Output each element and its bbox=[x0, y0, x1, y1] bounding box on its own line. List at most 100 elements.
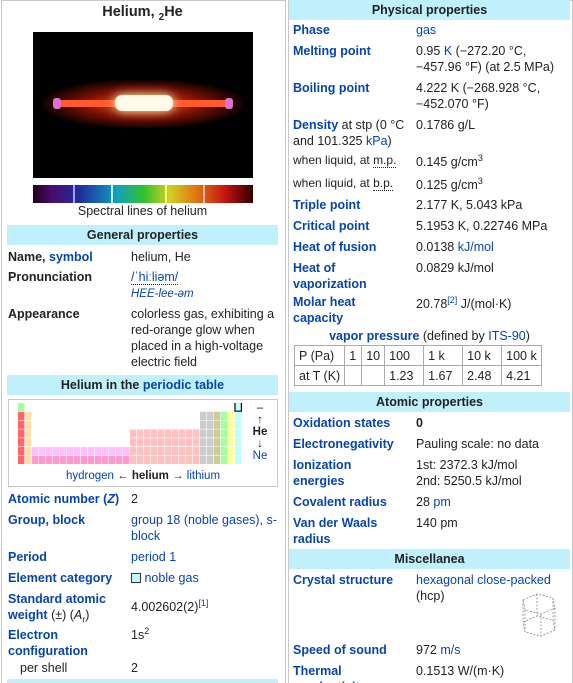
row-label[interactable]: Electronegativity bbox=[293, 437, 394, 451]
row-label[interactable]: Molar heat capacity bbox=[293, 295, 356, 325]
table-cell: at T (K) bbox=[293, 365, 346, 386]
unit-link[interactable]: K bbox=[443, 44, 453, 58]
electrode bbox=[225, 98, 233, 109]
row-label[interactable]: Phase bbox=[293, 23, 330, 37]
element-cell bbox=[228, 438, 235, 447]
respelling-link[interactable]: HEE-lee-əm bbox=[131, 288, 194, 300]
periodic-neighbors: hydrogen ← helium → lithium bbox=[8, 468, 278, 484]
reference[interactable]: [1] bbox=[198, 597, 209, 608]
element-cell bbox=[144, 447, 151, 456]
row-label: Name, symbol bbox=[8, 249, 126, 265]
label-link[interactable]: Density bbox=[293, 118, 339, 132]
element-cell bbox=[18, 455, 25, 464]
element-cell bbox=[165, 455, 172, 464]
label-text: when liquid, at bbox=[293, 176, 370, 190]
row-value: 0.95 K (−272.20 °C, −457.96 °F) (at 2.5 … bbox=[416, 43, 568, 75]
helium-image[interactable] bbox=[33, 32, 253, 178]
unit-link[interactable]: kPa bbox=[366, 134, 388, 148]
table-cell: 1 k bbox=[423, 345, 464, 366]
element-cell bbox=[18, 411, 25, 420]
row-label[interactable]: Thermal conductivity bbox=[293, 664, 367, 683]
label-text: ( bbox=[69, 608, 74, 622]
row-value: 0.1786 g/L bbox=[416, 118, 476, 132]
row-value[interactable]: group 18 (noble gases), s-block bbox=[131, 513, 277, 543]
row-value: 0.1513 W/(m·K) bbox=[416, 664, 505, 678]
row-label[interactable]: Group, block bbox=[8, 513, 86, 527]
header-link[interactable]: periodic table bbox=[142, 378, 225, 392]
row-value: 0.145 g/cm3 bbox=[416, 153, 568, 170]
table-cell: 1.23 bbox=[384, 365, 425, 386]
row-value: colorless gas, exhibiting a red-orange g… bbox=[131, 307, 275, 369]
element-cell bbox=[234, 403, 243, 412]
element-cell bbox=[130, 447, 137, 456]
next-element[interactable]: lithium bbox=[186, 470, 221, 482]
element-cell bbox=[186, 447, 193, 456]
table-cell: 1 bbox=[344, 345, 363, 366]
spectral-line bbox=[203, 185, 205, 203]
label-text: Name, bbox=[8, 250, 46, 264]
left-panel bbox=[1, 0, 286, 683]
row-label[interactable]: Oxidation states bbox=[293, 416, 391, 430]
row-value[interactable]: period 1 bbox=[131, 550, 177, 564]
title-link[interactable]: vapor pressure bbox=[329, 329, 420, 343]
value-text: 1s bbox=[131, 628, 145, 642]
title-text: (defined by bbox=[422, 329, 485, 343]
row-label[interactable]: Boiling point bbox=[293, 81, 370, 95]
table-cell: 10 k bbox=[462, 345, 503, 366]
row-value[interactable]: gas bbox=[416, 23, 437, 37]
reference[interactable]: [2] bbox=[447, 294, 458, 305]
below-element[interactable]: Ne bbox=[252, 450, 268, 462]
element-cell bbox=[235, 420, 242, 429]
element-cell bbox=[193, 455, 200, 464]
value-text: 28 bbox=[416, 495, 430, 509]
element-cell bbox=[235, 438, 242, 447]
element-cell bbox=[60, 455, 67, 464]
unit-link[interactable]: pm bbox=[433, 495, 451, 509]
title-link[interactable]: ITS-90 bbox=[488, 329, 526, 343]
row-label[interactable]: Covalent radius bbox=[293, 495, 387, 509]
row-label[interactable]: Period bbox=[8, 550, 47, 564]
table-cell: P (Pa) bbox=[293, 345, 346, 366]
unit-link[interactable]: kJ/mol bbox=[457, 240, 494, 254]
row-label[interactable]: Crystal structure bbox=[293, 573, 394, 587]
element-cell bbox=[123, 447, 130, 456]
table-cell bbox=[361, 365, 386, 386]
row-value: 5.1953 K, 0.22746 MPa bbox=[416, 219, 548, 233]
row-label[interactable]: Standard atomic weight (±) (Ar) bbox=[8, 591, 126, 624]
row-label[interactable]: Heat of vaporization bbox=[293, 261, 367, 291]
crystal-structure-image bbox=[522, 593, 556, 637]
element-cell bbox=[151, 447, 158, 456]
element-symbol: He bbox=[252, 426, 268, 438]
element-cell bbox=[235, 447, 242, 456]
row-label[interactable]: Speed of sound bbox=[293, 643, 387, 657]
value-link[interactable]: hexagonal close-packed bbox=[416, 573, 551, 587]
element-cell bbox=[95, 455, 102, 464]
row-label[interactable]: Triple point bbox=[293, 198, 361, 212]
arrow: ↑ bbox=[257, 414, 263, 426]
element-cell bbox=[95, 447, 102, 456]
row-label[interactable]: Ionization energies bbox=[293, 458, 352, 488]
row-label[interactable]: Melting point bbox=[293, 44, 371, 58]
arrow: → bbox=[172, 470, 184, 482]
row-label[interactable]: Heat of fusion bbox=[293, 240, 377, 254]
row-label[interactable]: Critical point bbox=[293, 219, 370, 233]
element-cell bbox=[88, 455, 95, 464]
row-label[interactable]: Electron configuration bbox=[8, 628, 88, 658]
element-cell bbox=[172, 455, 179, 464]
label-text: (±) bbox=[51, 608, 67, 622]
unit-link[interactable]: m/s bbox=[440, 643, 461, 657]
row-label[interactable]: Atomic number (Z) bbox=[8, 491, 126, 507]
element-cell bbox=[214, 447, 221, 456]
row-label[interactable]: Element category bbox=[8, 571, 113, 585]
element-cell bbox=[32, 455, 39, 464]
row-label[interactable]: Van der Waals radius bbox=[293, 516, 378, 546]
periodic-table[interactable] bbox=[18, 403, 248, 469]
label-text: Atomic number bbox=[8, 492, 100, 506]
section-header bbox=[7, 679, 278, 683]
value-link[interactable]: noble gas bbox=[144, 571, 199, 585]
ipa-link[interactable]: /ˈhiːliəm/ bbox=[131, 270, 179, 285]
element-cell bbox=[193, 438, 200, 447]
abbr: b.p. bbox=[373, 176, 394, 191]
prev-element[interactable]: hydrogen bbox=[65, 470, 114, 482]
label-link[interactable]: symbol bbox=[49, 250, 93, 264]
